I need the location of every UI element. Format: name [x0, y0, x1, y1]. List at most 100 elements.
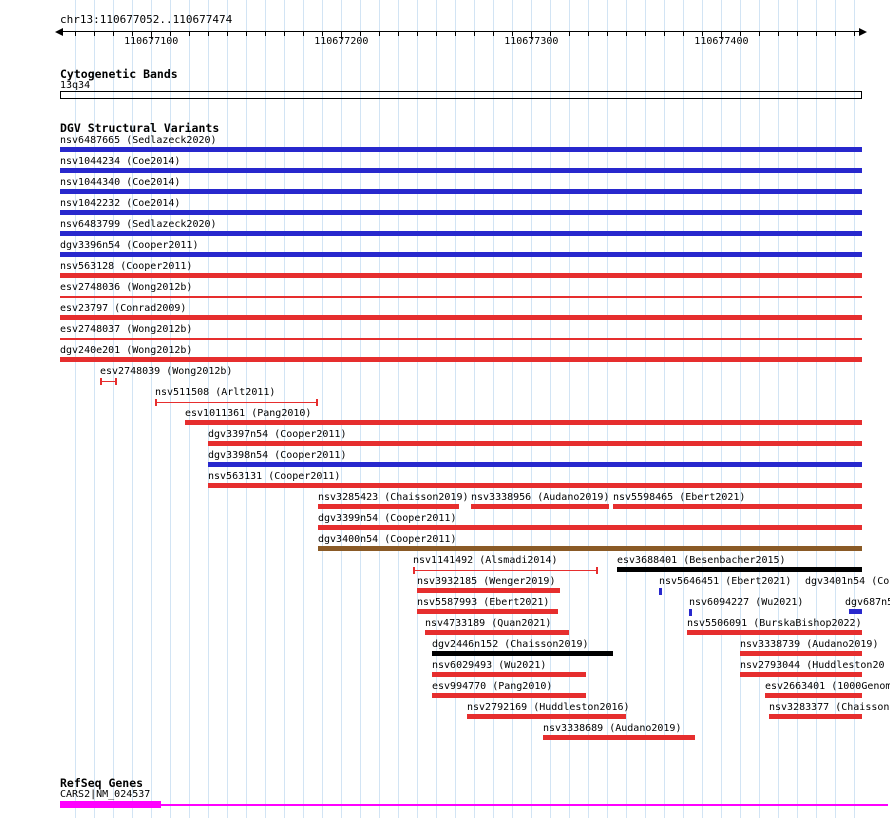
- variant-bar[interactable]: [740, 651, 862, 656]
- variant-bar[interactable]: [849, 609, 862, 614]
- variant-label[interactable]: dgv3400n54 (Cooper2011): [318, 534, 457, 545]
- gridline: [151, 0, 153, 818]
- variant-label[interactable]: dgv3401n54 (Co: [805, 576, 890, 587]
- variant-label[interactable]: esv2748037 (Wong2012b): [60, 324, 193, 335]
- variant-tick[interactable]: [689, 609, 692, 616]
- variant-label[interactable]: nsv1141492 (Alsmadi2014): [413, 555, 558, 566]
- variant-label[interactable]: esv3688401 (Besenbacher2015): [617, 555, 786, 566]
- variant-bar[interactable]: [318, 504, 459, 509]
- variant-label[interactable]: nsv1044340 (Coe2014): [60, 177, 181, 188]
- refseq-gene-exon[interactable]: [60, 801, 161, 808]
- variant-label[interactable]: esv23797 (Conrad2009): [60, 303, 187, 314]
- variant-label[interactable]: esv2748036 (Wong2012b): [60, 282, 193, 293]
- variant-bar[interactable]: [765, 693, 862, 698]
- variant-label[interactable]: dgv2446n152 (Chaisson2019): [432, 639, 589, 650]
- variant-bar[interactable]: [417, 588, 560, 593]
- variant-bar[interactable]: [432, 672, 586, 677]
- ruler-tick: [550, 32, 552, 36]
- variant-bar[interactable]: [100, 381, 117, 382]
- variant-bar[interactable]: [425, 630, 569, 635]
- variant-endcap[interactable]: [413, 567, 415, 574]
- variant-bar[interactable]: [769, 714, 862, 719]
- variant-label[interactable]: nsv5506091 (BurskaBishop2022): [687, 618, 862, 629]
- variant-label[interactable]: esv994770 (Pang2010): [432, 681, 553, 692]
- variant-label[interactable]: esv2748039 (Wong2012b): [100, 366, 233, 377]
- variant-label[interactable]: nsv3283377 (Chaisson: [769, 702, 890, 713]
- variant-label[interactable]: nsv6483799 (Sedlazeck2020): [60, 219, 217, 230]
- refseq-gene-label[interactable]: CARS2|NM_024537: [60, 789, 151, 800]
- variant-label[interactable]: nsv1044234 (Coe2014): [60, 156, 181, 167]
- variant-endcap[interactable]: [100, 378, 102, 385]
- variant-label[interactable]: dgv3396n54 (Cooper2011): [60, 240, 199, 251]
- variant-label[interactable]: nsv2793044 (Huddleston20: [740, 660, 885, 671]
- variant-endcap[interactable]: [316, 399, 318, 406]
- ruler-tick: [455, 32, 457, 36]
- variant-bar[interactable]: [471, 504, 609, 509]
- gridline: [835, 0, 837, 818]
- variant-bar[interactable]: [155, 402, 318, 403]
- variant-bar[interactable]: [318, 546, 862, 551]
- variant-bar[interactable]: [208, 483, 862, 488]
- variant-bar[interactable]: [613, 504, 862, 509]
- variant-label[interactable]: nsv6487665 (Sedlazeck2020): [60, 135, 217, 146]
- variant-label[interactable]: esv2663401 (1000Genom: [765, 681, 890, 692]
- variant-bar[interactable]: [617, 567, 862, 572]
- variant-label[interactable]: nsv563131 (Cooper2011): [208, 471, 341, 482]
- ruler-tick: [189, 32, 191, 36]
- variant-bar[interactable]: [60, 315, 862, 320]
- variant-label[interactable]: nsv511508 (Arlt2011): [155, 387, 276, 398]
- variant-endcap[interactable]: [596, 567, 598, 574]
- variant-bar[interactable]: [208, 441, 862, 446]
- variant-bar[interactable]: [185, 420, 862, 425]
- variant-bar[interactable]: [432, 651, 613, 656]
- variant-label[interactable]: nsv3338689 (Audano2019): [543, 723, 682, 734]
- variant-bar[interactable]: [687, 630, 862, 635]
- variant-bar[interactable]: [208, 462, 862, 467]
- variant-bar[interactable]: [740, 672, 862, 677]
- variant-label[interactable]: nsv5587993 (Ebert2021): [417, 597, 550, 608]
- variant-bar[interactable]: [432, 693, 586, 698]
- variant-bar[interactable]: [60, 252, 862, 257]
- variant-bar[interactable]: [417, 609, 558, 614]
- variant-label[interactable]: nsv3285423 (Chaisson2019): [318, 492, 469, 503]
- variant-label[interactable]: nsv3338956 (Audano2019): [471, 492, 610, 503]
- variant-label[interactable]: dgv240e201 (Wong2012b): [60, 345, 193, 356]
- variant-bar[interactable]: [60, 296, 862, 298]
- variant-bar[interactable]: [60, 357, 862, 362]
- variant-label[interactable]: dgv687n5: [845, 597, 890, 608]
- variant-label[interactable]: nsv3338739 (Audano2019): [740, 639, 879, 650]
- variant-label[interactable]: nsv3932185 (Wenger2019): [417, 576, 556, 587]
- variant-label[interactable]: dgv3399n54 (Cooper2011): [318, 513, 457, 524]
- variant-bar[interactable]: [60, 273, 862, 278]
- variant-bar[interactable]: [60, 189, 862, 194]
- variant-endcap[interactable]: [115, 378, 117, 385]
- variant-endcap[interactable]: [155, 399, 157, 406]
- variant-label[interactable]: nsv6029493 (Wu2021): [432, 660, 547, 671]
- ruler[interactable]: 110677100 110677200 110677300 110677400: [0, 0, 890, 52]
- ruler-tick: [683, 32, 685, 36]
- variant-bar[interactable]: [467, 714, 626, 719]
- variant-bar[interactable]: [318, 525, 862, 530]
- ruler-tick: [113, 32, 115, 36]
- variant-bar[interactable]: [60, 210, 862, 215]
- variant-label[interactable]: nsv6094227 (Wu2021): [689, 597, 804, 608]
- variant-label[interactable]: esv1011361 (Pang2010): [185, 408, 312, 419]
- variant-bar[interactable]: [60, 168, 862, 173]
- refseq-gene-line[interactable]: [161, 804, 888, 806]
- ruler-tick: [493, 32, 495, 36]
- variant-tick[interactable]: [659, 588, 662, 595]
- variant-label[interactable]: nsv1042232 (Coe2014): [60, 198, 181, 209]
- variant-label[interactable]: nsv4733189 (Quan2021): [425, 618, 552, 629]
- variant-bar[interactable]: [60, 231, 862, 236]
- variant-label[interactable]: nsv563128 (Cooper2011): [60, 261, 193, 272]
- variant-label[interactable]: dgv3397n54 (Cooper2011): [208, 429, 347, 440]
- variant-bar[interactable]: [60, 147, 862, 152]
- variant-bar[interactable]: [413, 570, 598, 571]
- variant-bar[interactable]: [543, 735, 695, 740]
- variant-label[interactable]: nsv2792169 (Huddleston2016): [467, 702, 630, 713]
- variant-label[interactable]: dgv3398n54 (Cooper2011): [208, 450, 347, 461]
- variant-label[interactable]: nsv5598465 (Ebert2021): [613, 492, 746, 503]
- variant-bar[interactable]: [60, 338, 862, 340]
- variant-label[interactable]: nsv5646451 (Ebert2021): [659, 576, 792, 587]
